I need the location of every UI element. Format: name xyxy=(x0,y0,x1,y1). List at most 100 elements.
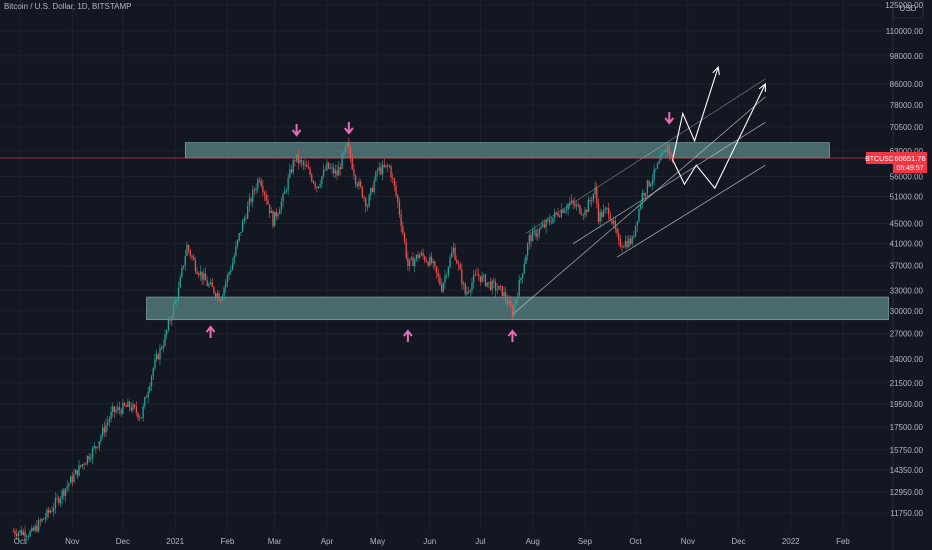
candle-body xyxy=(34,525,36,531)
candle-body xyxy=(425,260,428,262)
candle-body xyxy=(78,465,80,476)
candle-body xyxy=(285,190,288,192)
candle-body xyxy=(413,259,416,267)
candle-body xyxy=(577,204,579,206)
time-tick-label: Nov xyxy=(681,537,695,546)
time-tick-label: May xyxy=(370,537,385,546)
candle-body xyxy=(132,404,134,411)
candle-body xyxy=(380,167,382,175)
candle-body xyxy=(532,230,534,242)
candle-body xyxy=(110,411,112,420)
candle-body xyxy=(466,291,468,295)
candle-body xyxy=(358,181,360,187)
price-tick-label: 125000.00 xyxy=(885,1,923,10)
candle-body xyxy=(427,261,429,266)
candle-body xyxy=(607,208,610,215)
candle-body xyxy=(71,476,73,483)
price-badge-box xyxy=(893,152,927,173)
candle-body xyxy=(134,404,136,407)
candle-body xyxy=(570,200,573,203)
time-axis[interactable]: Oct Nov Dec 2021 Feb Mar Apr May Jun Jul Aug Sep Oct… xyxy=(14,537,851,546)
candle-body xyxy=(658,160,660,164)
candle-body xyxy=(439,276,441,285)
candle-body xyxy=(36,525,38,532)
price-axis[interactable]: USD 11750.00 12950.00 14350.00 15750.00 1750… xyxy=(885,0,924,518)
candle-body xyxy=(366,206,369,208)
time-tick-label: Jun xyxy=(423,537,436,546)
candle-body xyxy=(127,401,129,407)
projection-layer xyxy=(672,65,766,190)
candle-body xyxy=(483,274,485,276)
candle-body xyxy=(486,282,488,286)
candle-body xyxy=(48,509,50,513)
candle-body xyxy=(108,419,111,422)
candle-body xyxy=(442,282,444,292)
candle-body xyxy=(105,424,107,433)
candle-body xyxy=(267,200,269,205)
candle-body xyxy=(96,447,99,449)
candle-body xyxy=(118,407,121,411)
candle-body xyxy=(638,208,640,222)
candle-body xyxy=(656,163,659,169)
candle-body xyxy=(631,236,633,244)
candle-body xyxy=(223,287,225,297)
candle-body xyxy=(39,520,41,522)
candle-body xyxy=(113,406,116,412)
chart-title: Bitcoin / U.S. Dollar, 1D, BITSTAMP xyxy=(4,2,132,11)
candle-body xyxy=(220,299,222,301)
candle-body xyxy=(639,204,642,209)
candle-body xyxy=(587,199,589,213)
candle-body xyxy=(169,319,171,321)
candle-body xyxy=(351,158,353,170)
candle-body xyxy=(32,528,35,531)
arrow-up-icon xyxy=(403,329,413,337)
candle-body xyxy=(592,193,595,201)
candle-body xyxy=(375,171,377,181)
candle-body xyxy=(606,208,608,209)
candle-body xyxy=(177,287,180,300)
candle-body xyxy=(569,202,571,205)
candle-body xyxy=(601,212,603,217)
candle-body xyxy=(270,211,272,214)
candle-body xyxy=(289,169,291,178)
arrow-down-icon xyxy=(344,127,354,135)
candle-body xyxy=(484,274,487,286)
candle-body xyxy=(383,164,385,167)
candle-body xyxy=(432,261,434,264)
candle-body xyxy=(166,330,168,335)
candle-body xyxy=(247,206,249,219)
candle-body xyxy=(368,195,370,207)
candle-body xyxy=(457,263,460,265)
arrows-layer xyxy=(205,112,675,342)
candle-body xyxy=(670,154,672,156)
candle-body xyxy=(42,518,45,520)
candle-body xyxy=(17,532,19,537)
candle-body xyxy=(393,178,396,186)
candle-body xyxy=(307,166,310,169)
candle-body xyxy=(324,169,326,171)
candle-body xyxy=(360,181,362,187)
candle-body xyxy=(81,464,84,467)
time-tick-label: Apr xyxy=(321,537,334,546)
candle-body xyxy=(636,221,638,226)
candle-body xyxy=(591,200,593,202)
candle-body xyxy=(61,490,63,499)
time-tick-label: Oct xyxy=(14,537,27,546)
projection-arrowhead xyxy=(758,82,766,92)
candle-body xyxy=(140,417,143,419)
projection-arrowhead xyxy=(712,65,720,76)
candle-body xyxy=(354,175,357,184)
candle-body xyxy=(467,291,470,293)
candle-body xyxy=(376,170,379,172)
candle-body xyxy=(378,167,380,171)
price-tick-label: 33000.00 xyxy=(890,286,924,295)
currency-box[interactable] xyxy=(892,0,924,19)
candle-body xyxy=(167,319,170,331)
candle-body xyxy=(226,274,229,283)
candle-body xyxy=(49,510,52,513)
time-tick-label: Aug xyxy=(526,537,540,546)
zones-layer xyxy=(0,0,893,530)
candle-body xyxy=(279,210,281,214)
